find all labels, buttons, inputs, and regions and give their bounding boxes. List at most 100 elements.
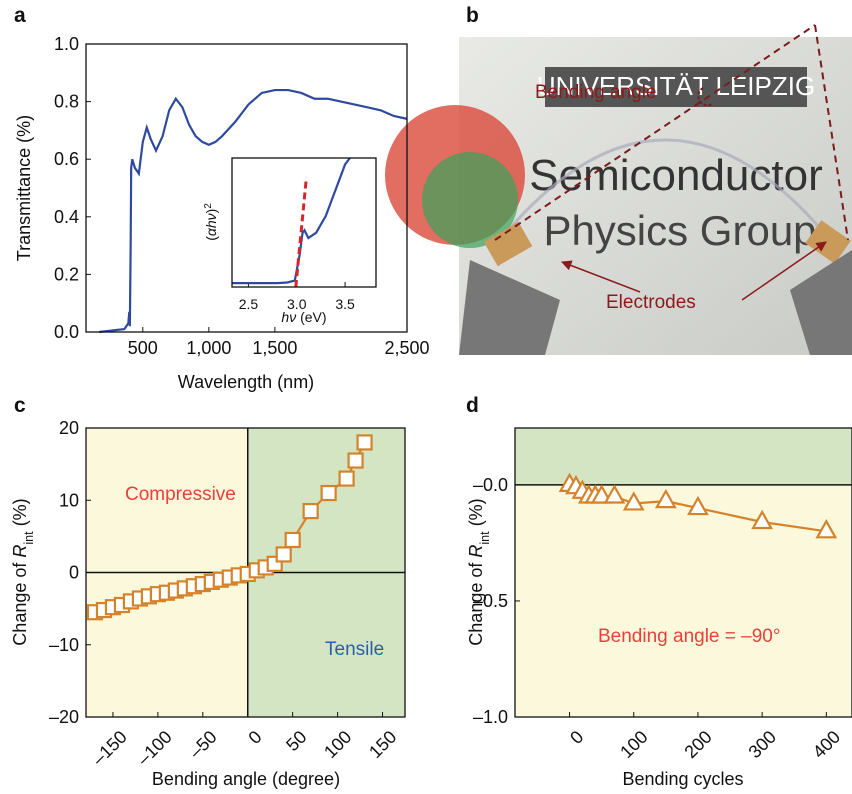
x-tick-label: 100 [616, 727, 651, 762]
y-tick-label: 0.4 [54, 207, 79, 227]
x-tick-label: 3.0 [287, 296, 307, 312]
logo [422, 152, 518, 248]
marker [815, 519, 838, 539]
y-tick-label: 0.8 [54, 92, 79, 112]
x-axis-label-part: hν [281, 309, 296, 325]
panel-label: a [14, 4, 26, 27]
plot-frame [85, 427, 406, 718]
plot-frame [514, 427, 852, 718]
dashed-line [814, 24, 849, 241]
panel-label: c [14, 394, 26, 417]
panel-label: d [466, 394, 479, 417]
marker [338, 470, 355, 487]
inset-background [232, 158, 376, 287]
data-line [294, 177, 308, 288]
y-tick-label: 20 [59, 418, 79, 438]
chart-panel: 500 1,000 1,500 2,500 0.0 0.2 0.4 0.6 0.8 1.0 Wave… [14, 4, 430, 392]
x-tick-label: 500 [128, 338, 158, 358]
data-line [99, 88, 408, 334]
x-axis-label: Bending angle (degree) [152, 769, 340, 789]
marker [284, 531, 301, 549]
annotation: Tensile [325, 639, 384, 660]
y-axis-label-part: Change of [10, 558, 30, 646]
y-tick-label: 0.6 [54, 149, 79, 169]
plot-frame [85, 43, 408, 333]
x-tick-label: 2,500 [384, 338, 429, 358]
marker [302, 502, 319, 520]
x-tick-label: 50 [282, 727, 310, 755]
sign-text: Physics Group [543, 207, 816, 254]
x-axis-label-part: (eV) [296, 309, 326, 325]
y-axis-label-part: ) [203, 209, 219, 214]
y-axis-label-part: 2 [203, 203, 214, 208]
plot-frame [231, 157, 377, 288]
marker [356, 434, 373, 451]
y-axis-label-part: ( [203, 236, 219, 241]
marker [590, 484, 613, 504]
y-tick-label: 10 [59, 490, 79, 510]
marker [654, 488, 677, 509]
y-axis-label: (αhν)2 [203, 203, 220, 241]
marker [275, 546, 292, 563]
chart-panel: 0 100 200 300 400 –1.0 –0.5 –0.0 Bending cycles C… [466, 394, 852, 789]
x-tick-label: –150 [88, 727, 130, 769]
electrode [805, 220, 851, 264]
y-axis-label-part: R [10, 545, 30, 558]
annotation: Bending angle = –90° [598, 626, 780, 647]
x-tick-label: –50 [185, 727, 220, 762]
film [498, 138, 832, 241]
x-tick-label: 300 [745, 727, 780, 762]
x-tick-label: 2.5 [239, 296, 259, 312]
x-tick-label: 200 [680, 727, 715, 762]
y-axis-label-part: Change of [466, 558, 486, 646]
dashed-line [494, 24, 816, 241]
sign-band [545, 67, 807, 107]
y-axis-label: Change of Rint (%) [10, 498, 36, 645]
marker [622, 491, 645, 511]
panel-label: b [466, 4, 479, 27]
y-tick-label: 1.0 [54, 34, 79, 54]
marker [320, 484, 337, 502]
y-tick-label: –10 [49, 635, 79, 655]
chart-panel: 2.5 3.0 3.5 hν (eV) (αhν)2 [203, 157, 377, 325]
y-tick-label: –1.0 [473, 707, 508, 727]
x-axis-label: hν (eV) [281, 309, 326, 325]
x-tick-label: 3.5 [335, 296, 355, 312]
y-tick-label: –0.5 [473, 591, 508, 611]
marker [687, 495, 709, 516]
electrode [483, 221, 533, 267]
x-tick-label: –100 [133, 727, 175, 769]
marker [751, 509, 774, 530]
marker [347, 452, 364, 469]
photo-annotation: Bending angle [535, 82, 657, 103]
y-axis-label-part: αhν [203, 213, 219, 236]
photo-annotation: Electrodes [606, 292, 696, 313]
sign-text: Semiconductor [529, 151, 822, 200]
x-axis-label: Wavelength (nm) [178, 372, 314, 392]
clamp [790, 250, 852, 355]
y-tick-label: 0.0 [54, 322, 79, 342]
clamp [459, 260, 560, 355]
y-axis-label-part: int [22, 531, 36, 545]
x-tick-label: 1,500 [252, 338, 297, 358]
photo-panel: UNIVERSITÄT LEIPZIG Semiconductor Physic… [385, 4, 852, 355]
y-tick-label: 0 [69, 563, 79, 583]
y-tick-label: –20 [49, 707, 79, 727]
data-line [232, 157, 351, 285]
x-tick-label: 400 [809, 727, 844, 762]
x-tick-label: 1,000 [186, 338, 231, 358]
y-tick-label: 0.2 [54, 264, 79, 284]
shade-negative [515, 484, 852, 717]
y-axis-label-part: R [466, 545, 486, 558]
y-axis-label: Transmittance (%) [14, 115, 34, 261]
arrow [741, 241, 827, 301]
x-tick-label: 0 [566, 727, 587, 748]
y-tick-label: –0.0 [473, 475, 508, 495]
x-tick-label: 150 [365, 727, 400, 762]
x-tick-label: 100 [320, 727, 355, 762]
y-axis-label-part: int [478, 531, 492, 545]
x-axis-label: Bending cycles [622, 769, 743, 789]
